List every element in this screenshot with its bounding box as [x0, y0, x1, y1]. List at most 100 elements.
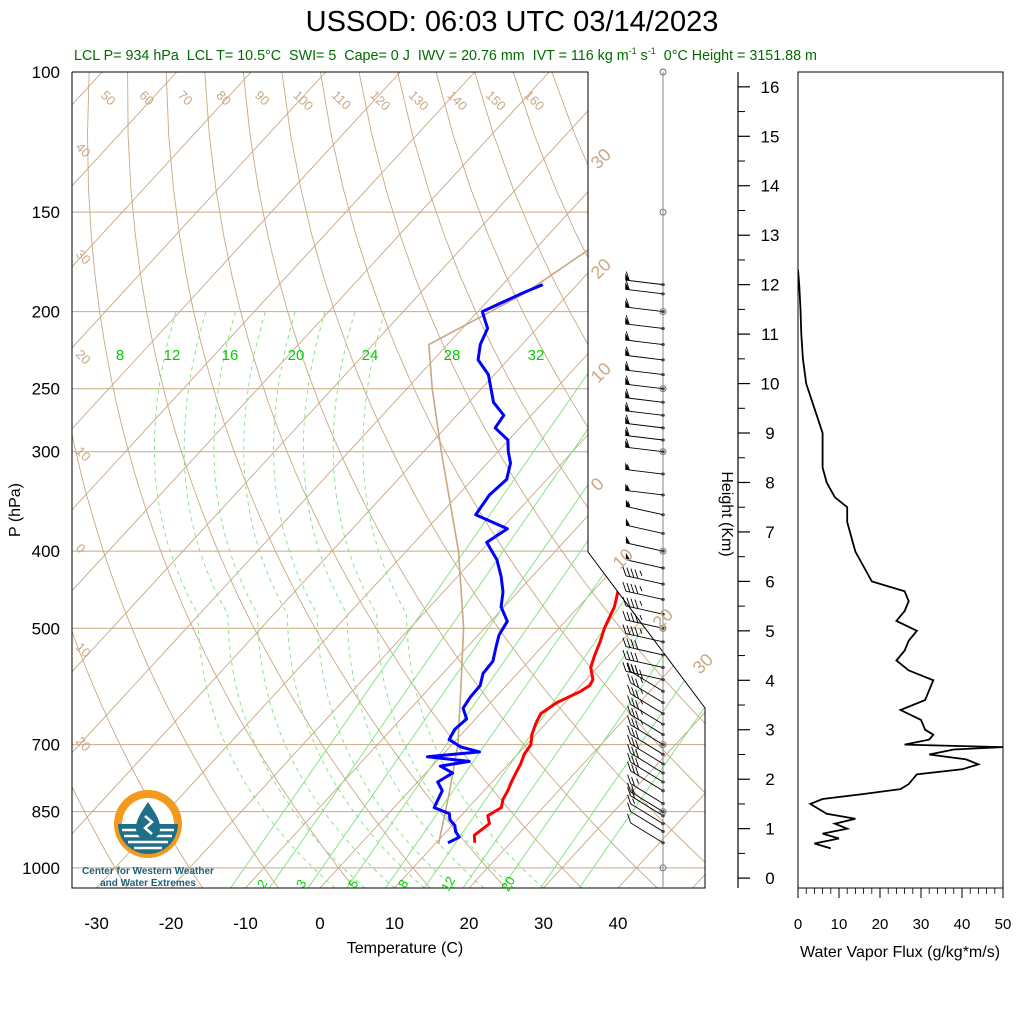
wind-barb [625, 462, 665, 476]
flux-tick-label: 10 [831, 916, 848, 933]
diagram-frame [71, 71, 706, 889]
dry-adiabat-line [72, 72, 128, 888]
flux-tick-label: 30 [913, 916, 930, 933]
wind-barb-staff [625, 383, 664, 390]
wind-barb-flag [622, 637, 627, 647]
flux-tick-label: 0 [794, 916, 802, 933]
temperature-tick-label: -20 [159, 914, 184, 933]
adiabat-top-label: 140 [444, 88, 470, 114]
wind-barb-flag [627, 761, 632, 772]
wind-barb-flag [622, 662, 627, 672]
parcel-trace-line [428, 81, 705, 845]
adiabat-left-label: 20 [73, 347, 94, 368]
wind-barb-staff [630, 795, 664, 817]
wind-barb-half-flag [639, 628, 643, 634]
wind-barb [625, 552, 665, 570]
wind-barb-flag [625, 375, 630, 385]
diagram-border [71, 71, 706, 889]
side-scale-label: 0 [587, 474, 608, 495]
wind-barb-staff [625, 559, 664, 569]
wind-barb-flag [631, 764, 636, 774]
wind-barb [625, 331, 665, 347]
wind-barb-staff [630, 752, 664, 774]
wind-barb-flag [622, 650, 627, 660]
moist-adiabat-line [362, 311, 544, 888]
wind-barb-half-flag [639, 614, 643, 621]
isotherm-line [96, 72, 705, 888]
cw3e-logo [60, 782, 236, 894]
water-drop-icon [136, 802, 160, 840]
wind-barb-staff [630, 803, 664, 825]
cape-value: Cape= 0 J [344, 47, 410, 64]
wind-barb [622, 662, 665, 682]
mixing-ratio-bottom-label: 3 [293, 877, 310, 891]
height-tick-label: 14 [761, 177, 780, 196]
wind-barb-flag [627, 752, 632, 763]
dry-adiabat-line [397, 72, 705, 888]
wind-barb-flag [625, 402, 630, 412]
isotherm-line [72, 72, 705, 888]
wind-barb-staff [625, 524, 664, 534]
dry-adiabat-line [72, 72, 204, 888]
wind-barb-flag [627, 695, 632, 705]
wind-barb-flag [634, 599, 639, 609]
wind-barb [627, 695, 665, 726]
wind-barb-flag [627, 786, 632, 797]
wind-barb-flag [631, 708, 636, 718]
mixing-ratio-top-label: 24 [362, 347, 379, 364]
dry-adiabat-line [281, 72, 705, 888]
isotherm-line [72, 72, 401, 888]
height-tick-label: 15 [761, 127, 780, 146]
mixing-ratio-bottom-label: 20 [498, 874, 518, 894]
adiabat-top-label: 100 [290, 88, 316, 114]
temperature-tick-label: 10 [385, 914, 404, 933]
wind-barb-flag [630, 639, 635, 649]
wind-barb [625, 426, 665, 442]
mixing-ratio-line [268, 359, 637, 888]
wind-barb-flag [634, 664, 639, 675]
isotherm-line [0, 72, 28, 888]
dewpoint-profile-line [425, 283, 544, 845]
wind-barb-flag [622, 624, 627, 634]
wind-barb-flag [626, 582, 631, 593]
height-tick-label: 7 [765, 523, 774, 542]
wind-barb-staff [630, 703, 664, 725]
wind-barb-flag [625, 298, 630, 308]
wind-barb-staff [625, 575, 664, 585]
wind-barb [627, 752, 665, 784]
wind-barb-staff [630, 693, 664, 714]
wind-barb-staff [625, 422, 664, 429]
isotherm-line [72, 72, 252, 888]
wind-barb-flag [634, 584, 639, 594]
adiabat-left-label: 20 [73, 734, 94, 755]
wind-barb-flag [622, 582, 627, 592]
height-tick-label: 5 [765, 622, 774, 641]
wind-barb-flag [635, 678, 640, 688]
pressure-tick-label: 150 [32, 203, 60, 222]
wind-barb-half-flag [640, 677, 644, 683]
height-tick-label: 4 [765, 671, 774, 690]
wind-barb-flag [635, 748, 640, 759]
isotherm-line [319, 72, 705, 888]
swi-value: SWI= 5 [289, 47, 337, 64]
wind-barb-staff [625, 306, 664, 313]
wind-barbs [622, 68, 667, 872]
wind-barb [627, 673, 665, 705]
adiabat-top-label: 160 [521, 88, 547, 114]
sounding-parameters: LCL P= 934 hPa LCL T= 10.5°C SWI= 5 Cape… [74, 46, 817, 64]
wind-barb-flag [630, 598, 635, 608]
wind-barb-flag [631, 697, 636, 707]
flux-tick-label: 20 [872, 916, 889, 933]
wind-barb-flag [627, 673, 632, 683]
isotherm-line [72, 72, 476, 888]
height-tick-label: 3 [765, 721, 774, 740]
dry-adiabat-line [127, 72, 431, 888]
wind-barb-flag [635, 720, 640, 730]
wind-barb-pennant [625, 552, 630, 560]
wind-barb-flag [635, 766, 640, 776]
wind-barb-flag [625, 331, 630, 341]
wind-barb-half-flag [636, 778, 640, 784]
wind-barb [625, 389, 665, 404]
wind-barb-flag [631, 687, 636, 697]
wind-barb-flag [630, 626, 635, 636]
